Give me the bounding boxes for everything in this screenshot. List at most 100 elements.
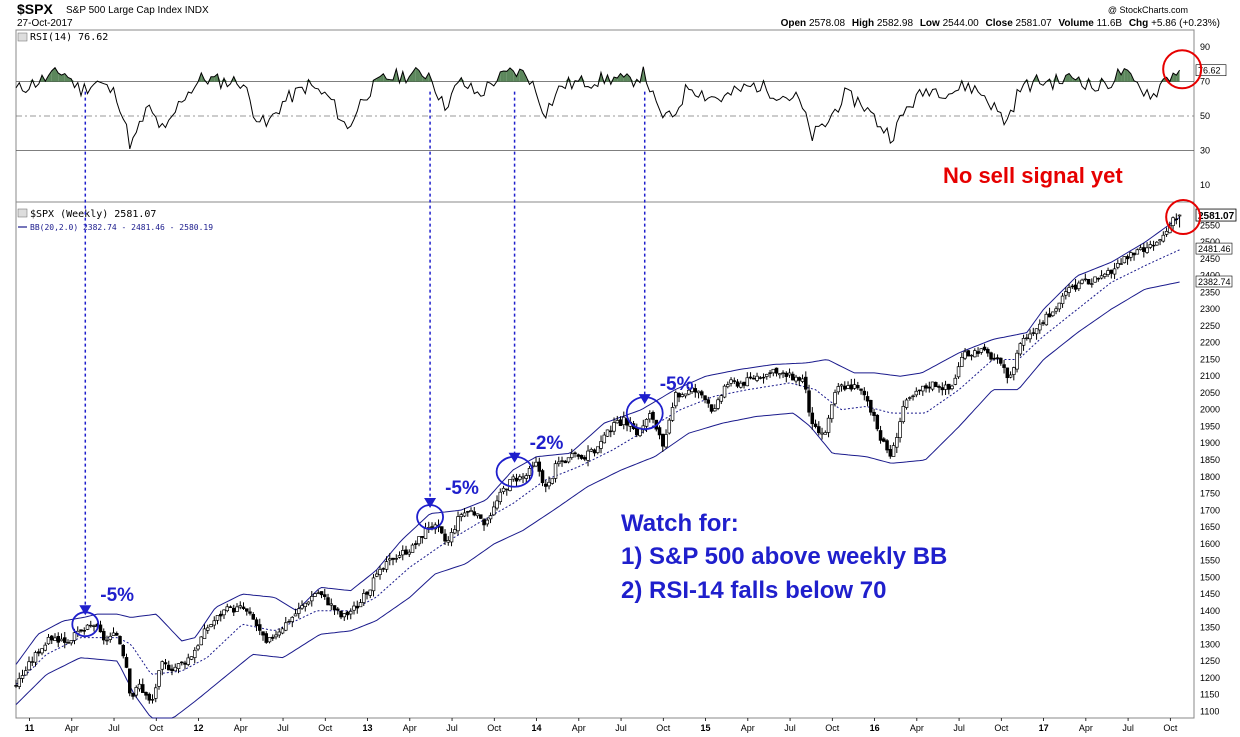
price-bar-body bbox=[1125, 256, 1130, 260]
price-bar-body bbox=[986, 348, 990, 354]
lower-band-tag-text: 2382.74 bbox=[1198, 277, 1231, 287]
price-bar bbox=[583, 455, 587, 462]
price-bar bbox=[160, 660, 165, 676]
open-label: Open bbox=[781, 18, 807, 29]
price-bar-body bbox=[982, 346, 987, 351]
price-bar-body bbox=[1002, 364, 1006, 368]
price-bar-body bbox=[339, 610, 343, 618]
price-bar bbox=[1083, 273, 1088, 282]
price-bar-body bbox=[1012, 367, 1016, 375]
price-bar bbox=[735, 379, 740, 389]
price-bar bbox=[50, 635, 54, 645]
price-bar-body bbox=[245, 608, 249, 612]
price-bar bbox=[778, 373, 782, 379]
price-bar-body bbox=[540, 470, 545, 484]
price-bar-body bbox=[384, 561, 389, 570]
price-bar-body bbox=[563, 460, 568, 464]
price-bar bbox=[947, 383, 951, 395]
pullback-annotation: -5% bbox=[416, 91, 479, 530]
price-bar bbox=[1164, 227, 1169, 237]
price-bar bbox=[768, 369, 772, 378]
price-bar bbox=[982, 343, 987, 352]
price-bar bbox=[394, 554, 399, 563]
price-bar bbox=[121, 644, 126, 659]
price-bar-body bbox=[271, 636, 275, 639]
price-bar bbox=[895, 432, 899, 453]
price-bar-body bbox=[865, 396, 870, 402]
rsi-overbought-segment bbox=[506, 67, 511, 82]
price-bar-body bbox=[1018, 343, 1023, 355]
price-bar bbox=[794, 374, 798, 384]
rsi-legend-swatch bbox=[17, 32, 28, 42]
chart-header: $SPX S&P 500 Large Cap Index INDX 27-Oct… bbox=[17, 1, 1220, 29]
price-bar-body bbox=[849, 384, 854, 390]
watch-item-2: 2) RSI-14 falls below 70 bbox=[621, 577, 886, 604]
price-bar-body bbox=[287, 621, 291, 623]
price-bar bbox=[271, 634, 275, 641]
price-bar bbox=[804, 371, 808, 394]
price-bar-body bbox=[82, 630, 87, 632]
price-bar bbox=[830, 404, 834, 423]
price-bar-body bbox=[826, 417, 831, 433]
bb-middle-band bbox=[15, 249, 1180, 685]
price-bar-body bbox=[170, 668, 174, 672]
price-bar-body bbox=[969, 354, 974, 357]
price-bar bbox=[105, 635, 109, 646]
price-bar-body bbox=[924, 385, 928, 389]
price-bar-body bbox=[206, 627, 210, 631]
price-bar-body bbox=[768, 372, 772, 374]
price-bar-body bbox=[300, 605, 304, 609]
price-bar bbox=[690, 386, 694, 394]
rsi-series-line bbox=[15, 66, 1181, 150]
rsi-overbought-segment bbox=[419, 70, 423, 82]
x-axis-tick-label: Oct bbox=[994, 723, 1009, 733]
price-bar-body bbox=[589, 449, 594, 452]
price-bar-body bbox=[761, 376, 766, 379]
price-bar-body bbox=[547, 481, 551, 487]
price-bar bbox=[410, 543, 415, 553]
price-bar-body bbox=[1044, 313, 1049, 326]
price-bar bbox=[355, 600, 360, 614]
price-bar bbox=[462, 507, 467, 518]
price-bar bbox=[420, 536, 425, 544]
price-bar bbox=[300, 600, 304, 610]
price-bar-body bbox=[904, 399, 909, 408]
price-bar bbox=[1067, 283, 1071, 298]
price-bar-body bbox=[410, 544, 415, 553]
price-bar bbox=[999, 357, 1003, 366]
x-axis-tick-label: 13 bbox=[363, 723, 373, 733]
price-tick-label: 1400 bbox=[1200, 606, 1220, 616]
close-label: Close bbox=[986, 18, 1014, 29]
price-bar bbox=[787, 368, 792, 378]
price-bar bbox=[859, 388, 863, 395]
price-bar bbox=[589, 447, 594, 453]
price-bar bbox=[1038, 319, 1042, 334]
price-bar bbox=[336, 607, 340, 615]
rsi-overbought-segment bbox=[51, 67, 56, 82]
price-bar bbox=[521, 473, 525, 484]
price-bar bbox=[966, 350, 971, 357]
price-bar bbox=[622, 411, 626, 430]
price-bar-body bbox=[1021, 338, 1026, 346]
price-bar bbox=[349, 608, 353, 620]
price-bar bbox=[1005, 367, 1010, 384]
price-bar bbox=[943, 380, 948, 395]
price-bar bbox=[102, 628, 106, 645]
annotation-circle bbox=[625, 396, 664, 431]
price-bar bbox=[726, 381, 730, 389]
rsi-overbought-segment bbox=[526, 76, 530, 82]
price-bar bbox=[37, 648, 41, 657]
price-bar bbox=[839, 383, 844, 392]
price-bar bbox=[40, 648, 44, 656]
rsi-overbought-segment bbox=[68, 77, 72, 82]
price-bar-body bbox=[706, 399, 711, 404]
pullback-annotation: -5% bbox=[71, 91, 134, 638]
price-bar bbox=[661, 433, 665, 452]
price-bar bbox=[1021, 334, 1026, 351]
price-bar-body bbox=[293, 613, 298, 617]
price-bar bbox=[1044, 311, 1049, 326]
x-axis-tick-label: Apr bbox=[910, 723, 924, 733]
price-bar bbox=[274, 630, 278, 640]
price-bar-body bbox=[511, 476, 516, 480]
rsi-overbought-segment bbox=[412, 67, 416, 82]
